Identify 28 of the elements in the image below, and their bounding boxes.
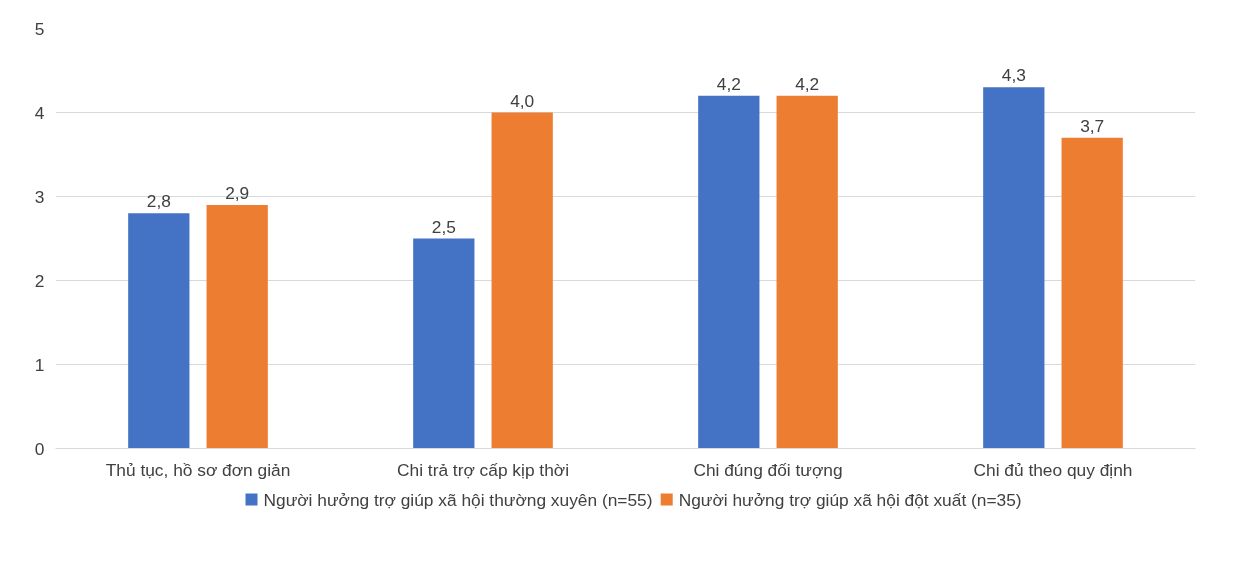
data-label: 4,2 xyxy=(716,73,741,94)
y-tick-label: 4 xyxy=(34,102,45,123)
x-tick-label: Thủ tục, hồ sơ đơn giản xyxy=(105,459,291,480)
data-label: 4,3 xyxy=(1001,65,1026,86)
data-label: 3,7 xyxy=(1080,115,1105,136)
y-tick-label: 1 xyxy=(34,354,45,375)
data-label: 4,0 xyxy=(510,90,535,111)
y-tick-label: 0 xyxy=(34,438,45,459)
bar xyxy=(491,112,553,449)
legend-label: Người hưởng trợ giúp xã hội đột xuất (n=35) xyxy=(678,489,1022,510)
bar xyxy=(776,95,838,449)
bar xyxy=(206,204,268,449)
data-label: 2,8 xyxy=(146,191,171,212)
bar xyxy=(413,238,475,449)
y-tick-label: 2 xyxy=(34,270,45,291)
x-tick-label: Chi đủ theo quy định xyxy=(973,459,1133,480)
y-tick-label: 3 xyxy=(34,186,45,207)
y-tick-label: 5 xyxy=(34,18,45,39)
x-tick-label: Chi trả trợ cấp kịp thời xyxy=(397,459,569,480)
bar xyxy=(983,87,1045,449)
bar xyxy=(1061,137,1123,449)
bar xyxy=(698,95,760,449)
data-label: 2,9 xyxy=(225,182,250,203)
legend-label: Người hưởng trợ giúp xã hội thường xuyên (n=55) xyxy=(263,489,653,510)
x-tick-label: Chi đúng đối tượng xyxy=(693,459,843,480)
bar xyxy=(128,213,190,449)
data-label: 2,5 xyxy=(431,216,456,237)
data-label: 4,2 xyxy=(795,73,820,94)
